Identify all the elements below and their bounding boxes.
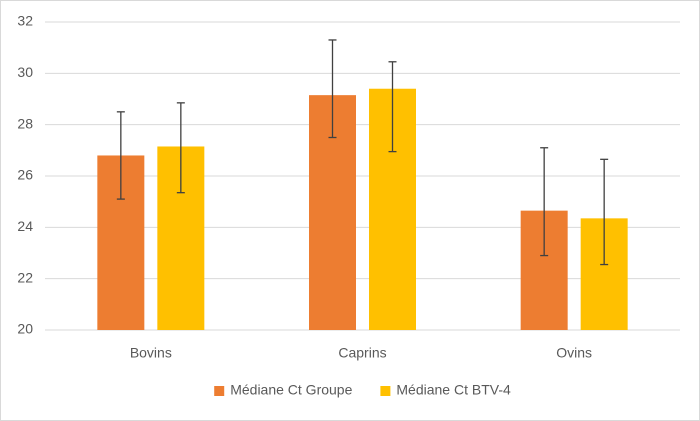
- x-tick-label: Caprins: [338, 345, 386, 361]
- legend-swatch: [380, 386, 391, 396]
- y-tick-label: 30: [17, 64, 33, 80]
- y-tick-label: 28: [17, 115, 33, 131]
- error-bar: [176, 102, 185, 194]
- y-tick-label: 22: [17, 269, 33, 285]
- y-tick-label: 24: [17, 218, 33, 234]
- y-tick-label: 32: [17, 13, 33, 29]
- y-tick-label: 20: [17, 321, 33, 337]
- error-bar: [388, 61, 397, 153]
- legend-label: Médiane Ct Groupe: [230, 382, 352, 398]
- y-tick-label: 26: [17, 167, 33, 183]
- legend-swatch: [214, 386, 225, 396]
- x-tick-label: Bovins: [130, 345, 172, 361]
- x-tick-label: Ovins: [556, 345, 592, 361]
- error-bar: [540, 147, 549, 257]
- error-bar: [116, 111, 125, 200]
- error-bar: [600, 158, 609, 266]
- error-bar: [328, 39, 337, 139]
- legend-label: Médiane Ct BTV-4: [396, 382, 511, 398]
